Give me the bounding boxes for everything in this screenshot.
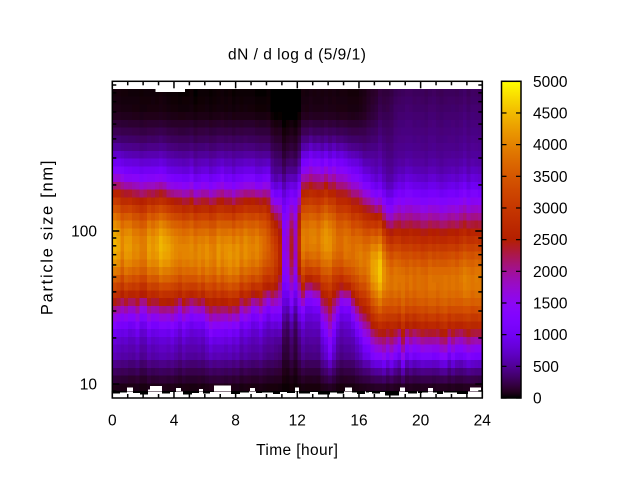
svg-text:1000: 1000	[533, 327, 568, 344]
svg-text:4000: 4000	[533, 137, 568, 154]
svg-text:0: 0	[533, 391, 542, 408]
svg-text:100: 100	[71, 224, 97, 241]
svg-text:12: 12	[289, 413, 306, 430]
svg-text:5000: 5000	[533, 74, 568, 91]
svg-text:3500: 3500	[533, 169, 568, 186]
svg-text:16: 16	[350, 413, 367, 430]
svg-text:0: 0	[108, 413, 117, 430]
svg-text:Particle size [nm]: Particle size [nm]	[39, 159, 57, 315]
svg-text:2500: 2500	[533, 232, 568, 249]
svg-text:dN / d log d (5/9/1): dN / d log d (5/9/1)	[228, 47, 366, 64]
svg-text:10: 10	[80, 377, 98, 394]
svg-text:3000: 3000	[533, 201, 568, 218]
svg-text:Time [hour]: Time [hour]	[256, 442, 338, 459]
svg-text:20: 20	[412, 413, 430, 430]
svg-text:500: 500	[533, 359, 559, 376]
svg-text:24: 24	[474, 413, 492, 430]
svg-text:4500: 4500	[533, 106, 568, 123]
svg-text:8: 8	[231, 413, 240, 430]
svg-text:4: 4	[170, 413, 179, 430]
svg-text:2000: 2000	[533, 264, 568, 281]
svg-text:1500: 1500	[533, 296, 568, 313]
